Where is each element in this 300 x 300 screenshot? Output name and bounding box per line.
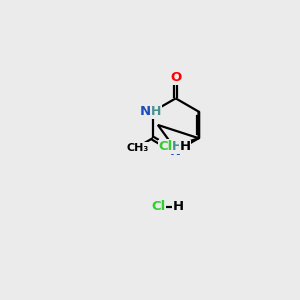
Text: Cl: Cl [158,140,172,153]
Text: N: N [160,140,171,153]
Text: H: H [179,140,191,153]
Text: N: N [170,145,181,158]
Text: H: H [151,105,161,118]
Text: CH₃: CH₃ [127,143,149,153]
Text: Cl: Cl [151,200,166,213]
Text: H: H [148,105,158,118]
Text: O: O [170,71,181,84]
Text: N: N [139,105,150,118]
Text: H: H [172,140,182,153]
Text: H: H [172,200,184,213]
Text: N: N [141,105,152,118]
